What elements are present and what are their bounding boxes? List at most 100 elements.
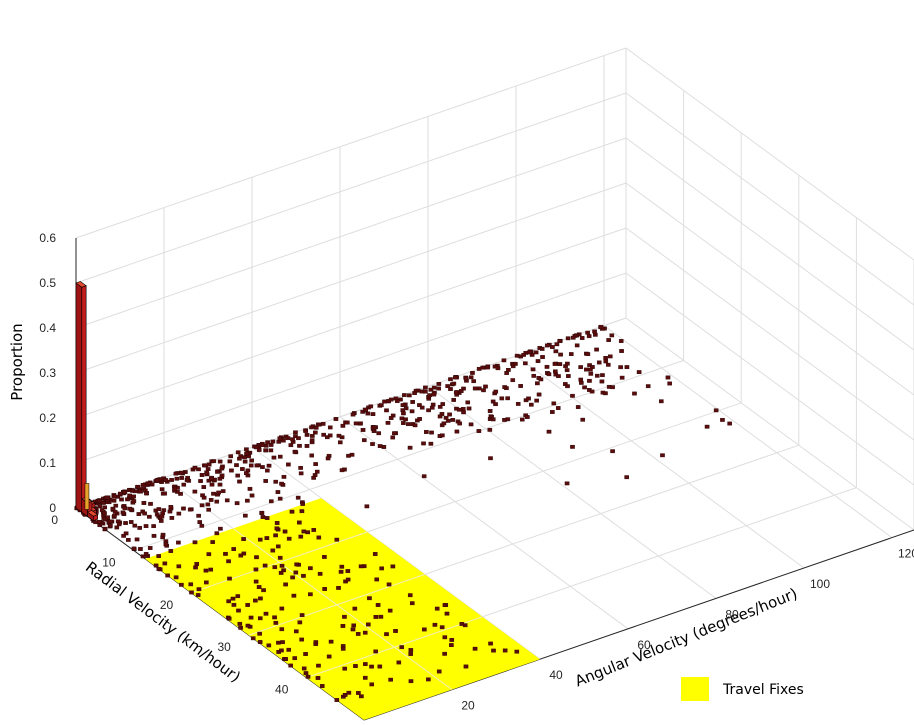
bin-marker (449, 637, 455, 642)
bin-marker (372, 552, 378, 556)
bin-marker (248, 615, 254, 620)
bin-marker (278, 570, 284, 575)
bin-marker (342, 693, 348, 697)
bin-marker (262, 563, 268, 568)
x-axis-title: Angular Velocity (degrees/hour) (572, 584, 800, 690)
bin-marker (292, 449, 298, 454)
bin-marker (355, 631, 361, 636)
bin-marker (506, 368, 511, 372)
bin-marker (410, 400, 415, 404)
bin-marker (565, 361, 570, 366)
bin-marker (564, 368, 570, 373)
bin-marker (309, 438, 315, 443)
bin-marker (238, 553, 244, 558)
bin-marker (437, 404, 443, 409)
bin-marker (160, 511, 165, 516)
bin-marker (408, 652, 413, 656)
bin-marker (261, 588, 266, 593)
bin-marker (228, 454, 234, 459)
bin-marker (605, 362, 611, 367)
bin-marker (594, 373, 600, 378)
bin-marker (240, 467, 245, 471)
bin-marker (304, 444, 310, 448)
bin-marker (325, 456, 331, 461)
bin-marker (192, 489, 198, 494)
bin-marker (530, 367, 536, 372)
z-tick-label: 0.6 (39, 231, 56, 245)
bin-marker (264, 516, 270, 520)
histogram-bar (75, 281, 87, 513)
bin-marker (214, 531, 220, 536)
legend-label-travel-fixes: Travel Fixes (722, 682, 804, 698)
bin-marker (322, 587, 327, 591)
bin-marker (226, 616, 232, 621)
bin-marker (408, 679, 414, 684)
bin-marker (387, 608, 393, 613)
bin-marker (544, 343, 550, 348)
z-tick-label: 0.5 (39, 276, 56, 290)
bin-marker (316, 535, 322, 540)
bin-marker (495, 366, 501, 371)
bin-marker (476, 366, 482, 371)
bin-marker (311, 475, 316, 480)
bin-marker (236, 608, 241, 613)
bin-marker (720, 417, 725, 422)
bin-marker (211, 491, 216, 496)
bin-marker (204, 470, 209, 475)
bin-marker (279, 648, 284, 653)
bin-marker (450, 417, 456, 422)
bin-marker (566, 374, 571, 378)
bin-marker (589, 389, 595, 394)
side-wall-grid-line (625, 272, 914, 486)
bin-marker (242, 455, 247, 460)
bin-marker (578, 365, 583, 370)
bin-marker (308, 566, 313, 571)
bin-marker (423, 385, 428, 390)
bin-marker (151, 524, 156, 529)
bin-marker (392, 431, 397, 436)
bin-marker (370, 442, 375, 446)
y-tick-label: 10 (102, 555, 116, 569)
bin-marker (244, 447, 249, 452)
bin-marker (334, 537, 340, 542)
bin-marker (407, 593, 413, 598)
bin-marker (359, 694, 364, 699)
bin-marker (196, 513, 201, 518)
bin-marker (336, 585, 341, 590)
bin-marker (556, 374, 561, 379)
bin-marker (593, 332, 598, 337)
bin-marker (598, 324, 604, 329)
bin-marker (293, 434, 298, 439)
bin-marker (206, 552, 212, 557)
y-tick-label: 20 (160, 598, 174, 612)
bin-marker (575, 405, 581, 409)
bin-marker (108, 523, 113, 528)
bin-marker (147, 546, 153, 550)
bin-marker (565, 384, 570, 389)
bin-marker (179, 582, 184, 587)
bin-marker (472, 386, 478, 391)
bin-marker (466, 406, 472, 411)
bin-marker (140, 483, 146, 487)
bin-marker (618, 339, 624, 343)
side-wall-grid-line (625, 317, 914, 531)
bin-marker (570, 335, 576, 340)
bin-marker (178, 491, 183, 496)
bin-marker (610, 449, 615, 454)
bin-marker (436, 669, 442, 674)
bin-marker (132, 523, 138, 528)
bin-marker (607, 354, 613, 359)
floor-grid-line (603, 325, 893, 539)
bin-marker (553, 349, 559, 354)
bin-marker (118, 491, 123, 496)
bin-marker (269, 499, 274, 504)
bin-marker (116, 522, 122, 527)
bin-marker (603, 356, 608, 360)
bin-marker (534, 398, 539, 403)
bin-marker (192, 465, 198, 470)
bin-marker (442, 635, 448, 640)
bar-front-face (81, 285, 87, 513)
bin-marker (219, 466, 225, 471)
travel-fixes-grid-line (248, 573, 425, 636)
bin-marker (259, 510, 265, 515)
